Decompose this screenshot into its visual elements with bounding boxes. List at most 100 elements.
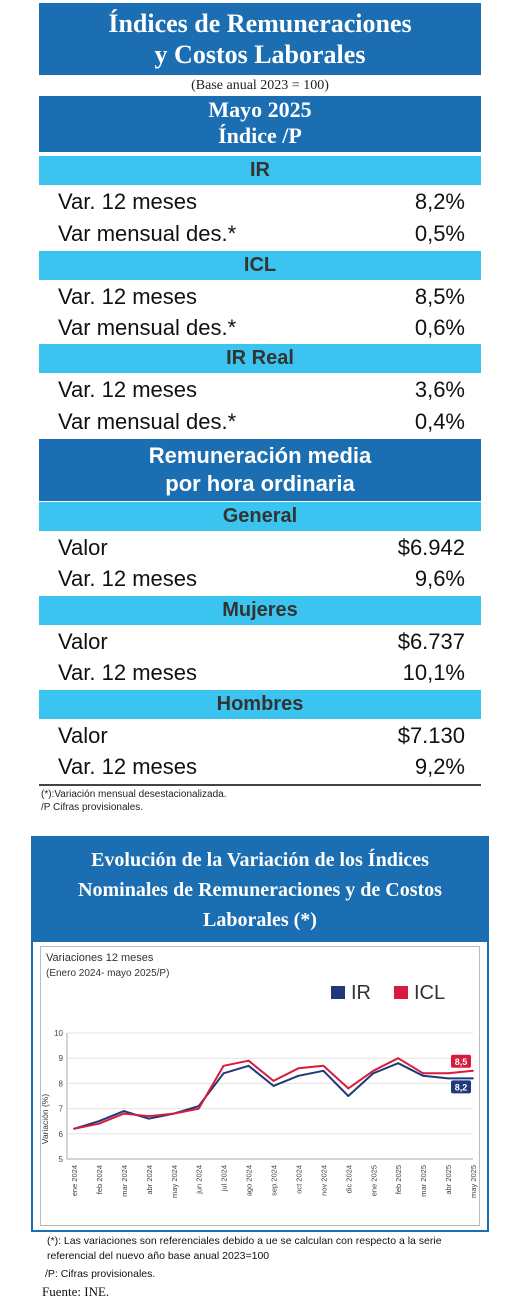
- end-label-ir: 8,2: [455, 1082, 468, 1092]
- ir-row-var12: Var. 12 meses 8,2%: [39, 186, 481, 217]
- remuneracion-title-line1: Remuneración media: [148, 443, 372, 468]
- chart-title-line2: Nominales de Remuneraciones y de Costos: [78, 879, 442, 901]
- legend-swatch-ir: [331, 986, 345, 999]
- note-desestacionalizada: (*):Variación mensual desestacionalizada…: [41, 789, 227, 800]
- x-tick-label: ene 2024: [70, 1165, 79, 1196]
- row-label: Valor: [58, 723, 108, 748]
- row-label: Var. 12 meses: [58, 566, 197, 591]
- data-point-ir: [372, 1072, 375, 1075]
- x-axis: ene 2024 feb 2024 mar 2024 abr 2024 may 2024…: [70, 1165, 478, 1198]
- row-value: 8,2%: [414, 189, 465, 214]
- data-point-ir: [347, 1095, 350, 1097]
- mujeres-row-var12: Var. 12 meses 10,1%: [39, 657, 481, 688]
- ir-row-mensual: Var mensual des.* 0,5%: [39, 218, 481, 249]
- x-tick-label: abr 2024: [145, 1165, 154, 1195]
- y-tick-label: 7: [59, 1105, 64, 1114]
- x-tick-label: may 2024: [170, 1165, 179, 1198]
- row-value: $6.737: [397, 629, 465, 654]
- chart-title-box: Evolución de la Variación de los Índices…: [33, 838, 487, 942]
- row-value: 9,6%: [414, 566, 465, 591]
- chart-subtitle: Variaciones 12 meses: [46, 952, 154, 964]
- data-point-ir: [447, 1077, 449, 1080]
- ir-real-section-header: IR Real: [39, 344, 481, 373]
- mujeres-row-valor: Valor $6.737: [39, 626, 481, 657]
- footnote-line2: referencial del nuevo año base anual 202…: [47, 1250, 270, 1262]
- y-axis: 5 6 7 8 9 10: [54, 1029, 63, 1164]
- x-tick-label: abr 2025: [444, 1165, 453, 1195]
- x-tick-label: ene 2025: [369, 1165, 378, 1196]
- row-value: 9,2%: [414, 754, 465, 779]
- chart-grid: [66, 1032, 473, 1160]
- data-point-ir: [272, 1085, 275, 1087]
- footnote-line1: (*): Las variaciones son referenciales d…: [47, 1235, 442, 1247]
- x-tick-label: oct 2024: [294, 1165, 303, 1194]
- x-tick-label: sep 2024: [270, 1165, 279, 1196]
- row-label: Var. 12 meses: [58, 377, 197, 402]
- remuneracion-header: Remuneración media por hora ordinaria: [39, 439, 481, 501]
- source-label: Fuente: INE.: [42, 1284, 110, 1299]
- data-point-icl: [147, 1115, 150, 1118]
- data-point-icl: [472, 1069, 474, 1072]
- y-tick-label: 10: [54, 1029, 63, 1038]
- end-label-icl: 8,5: [455, 1057, 468, 1067]
- row-value: 0,6%: [414, 315, 465, 340]
- remuneracion-title-line2: por hora ordinaria: [165, 471, 355, 496]
- data-point-icl: [98, 1122, 100, 1125]
- x-tick-label: jul 2024: [220, 1165, 229, 1192]
- row-value: 3,6%: [414, 377, 465, 402]
- general-row-valor: Valor $6.942: [39, 532, 481, 563]
- x-tick-label: mar 2025: [419, 1165, 428, 1197]
- data-point-ir: [422, 1074, 425, 1077]
- data-point-ir: [322, 1069, 325, 1072]
- x-tick-label: nov 2024: [319, 1165, 328, 1196]
- data-point-icl: [222, 1064, 225, 1067]
- row-value: 0,5%: [414, 221, 465, 246]
- y-tick-label: 8: [59, 1079, 64, 1088]
- row-label: Var mensual des.*: [58, 409, 237, 434]
- y-tick-label: 9: [59, 1054, 64, 1063]
- icl-row-var12: Var. 12 meses 8,5%: [39, 281, 481, 312]
- row-label: Var. 12 meses: [58, 660, 197, 685]
- table-bottom-rule: [39, 784, 481, 786]
- data-point-ir: [397, 1062, 400, 1065]
- series-line-ir: [73, 1062, 473, 1130]
- main-title-box: Índices de Remuneraciones y Costos Labor…: [39, 3, 481, 75]
- data-point-icl: [272, 1079, 275, 1082]
- data-point-icl: [372, 1069, 375, 1072]
- data-point-ir: [122, 1110, 125, 1113]
- end-labels: 8,2 8,5: [451, 1054, 471, 1094]
- base-year-note: (Base anual 2023 = 100): [191, 78, 329, 93]
- data-point-icl: [172, 1112, 175, 1115]
- y-tick-label: 5: [59, 1155, 64, 1164]
- end-label-box-ir: [451, 1080, 471, 1094]
- data-point-icl: [247, 1059, 250, 1062]
- row-value: 10,1%: [402, 660, 465, 685]
- general-row-var12: Var. 12 meses 9,6%: [39, 563, 481, 594]
- data-point-icl: [397, 1057, 400, 1060]
- data-point-icl: [322, 1064, 325, 1067]
- chart-subtitle2: (Enero 2024- mayo 2025/P): [46, 968, 169, 979]
- data-point-ir: [222, 1072, 225, 1075]
- row-label: Var. 12 meses: [58, 284, 197, 309]
- data-point-icl: [297, 1067, 300, 1070]
- data-point-icl: [197, 1107, 200, 1110]
- x-tick-label: mar 2024: [120, 1165, 129, 1197]
- series-line-icl: [73, 1057, 474, 1130]
- legend-swatch-icl: [394, 986, 408, 999]
- chart-title-line3: Laborales (*): [203, 909, 317, 931]
- x-tick-label: feb 2024: [95, 1165, 104, 1194]
- row-label: Var. 12 meses: [58, 189, 197, 214]
- chart-title-line1: Evolución de la Variación de los Índices: [91, 849, 429, 871]
- row-label: Var. 12 meses: [58, 754, 197, 779]
- row-value: 0,4%: [414, 409, 465, 434]
- y-axis-label: Variación (%): [41, 1094, 50, 1145]
- chart-legend: IR ICL: [331, 982, 445, 1004]
- data-point-ir: [297, 1074, 300, 1077]
- row-label: Valor: [58, 629, 108, 654]
- line-chart: Variaciones 12 meses (Enero 2024- mayo 2…: [41, 952, 478, 1198]
- x-tick-label: ago 2024: [245, 1165, 254, 1196]
- hombres-section-header: Hombres: [39, 690, 481, 719]
- mujeres-section-header: Mujeres: [39, 596, 481, 625]
- legend-label-icl: ICL: [414, 982, 445, 1004]
- chart-frame: [31, 836, 489, 1232]
